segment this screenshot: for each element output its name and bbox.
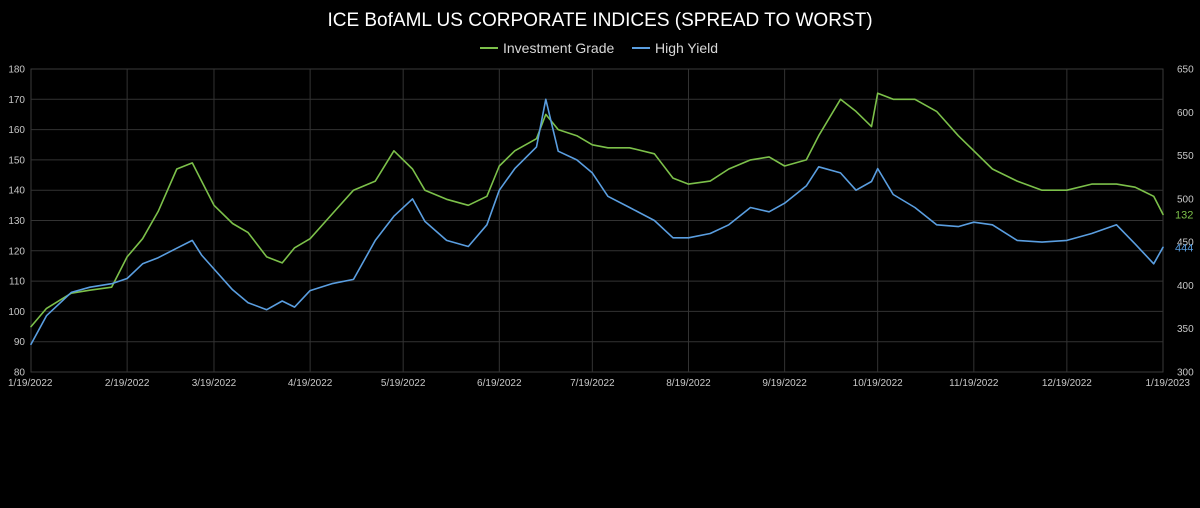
y-right-tick-label: 550 xyxy=(1177,151,1194,162)
series-line-investment-grade xyxy=(30,92,1164,328)
x-tick-label: 7/19/2022 xyxy=(570,378,615,389)
y-left-tick-label: 110 xyxy=(9,277,25,288)
y-left-tick-label: 90 xyxy=(14,337,26,348)
x-tick-label: 4/19/2022 xyxy=(288,378,333,389)
y-right-tick-label: 450 xyxy=(1177,238,1194,249)
y-right-tick-label: 650 xyxy=(1177,65,1194,76)
y-right-tick-label: 400 xyxy=(1177,281,1194,292)
y-left-tick-label: 150 xyxy=(8,155,25,166)
legend: Investment Grade High Yield xyxy=(480,40,718,56)
y-left-tick-label: 170 xyxy=(8,95,25,106)
x-tick-label: 2/19/2022 xyxy=(105,378,150,389)
x-tick-label: 6/19/2022 xyxy=(477,378,522,389)
y-left-tick-label: 140 xyxy=(8,186,25,197)
y-right-tick-label: 600 xyxy=(1177,108,1194,119)
x-tick-label: 1/19/2022 xyxy=(8,378,53,389)
x-tick-label: 8/19/2022 xyxy=(666,378,711,389)
x-tick-label: 10/19/2022 xyxy=(853,378,903,389)
end-label-investment-grade: 132 xyxy=(1175,209,1193,221)
y-left-tick-label: 130 xyxy=(8,216,25,227)
x-axis: 1/19/2022 2/19/2022 3/19/2022 4/19/2022 5/19… xyxy=(8,378,1190,389)
y-left-tick-label: 160 xyxy=(8,125,25,136)
grid xyxy=(30,68,1164,373)
y-right-tick-label: 350 xyxy=(1177,324,1194,335)
y-axis-left: 80 90 100 110 120 130 140 150 160 170 180 xyxy=(8,65,25,379)
chart-title: ICE BofAML US CORPORATE INDICES (SPREAD … xyxy=(327,10,872,31)
x-tick-label: 3/19/2022 xyxy=(192,378,237,389)
y-left-tick-label: 100 xyxy=(8,307,25,318)
y-left-tick-label: 180 xyxy=(8,65,25,76)
legend-label-high-yield: High Yield xyxy=(655,40,718,56)
x-tick-label: 12/19/2022 xyxy=(1042,378,1092,389)
legend-label-investment-grade: Investment Grade xyxy=(503,40,614,56)
y-right-tick-label: 300 xyxy=(1177,368,1194,379)
end-label-high-yield: 444 xyxy=(1175,242,1193,254)
x-tick-label: 1/19/2023 xyxy=(1146,378,1191,389)
y-left-tick-label: 80 xyxy=(14,368,26,379)
y-left-tick-label: 120 xyxy=(8,246,25,257)
x-tick-label: 5/19/2022 xyxy=(381,378,426,389)
end-labels: 132 444 xyxy=(1175,209,1193,254)
y-axis-right: 300 350 400 450 500 550 600 650 xyxy=(1177,65,1194,379)
series-line-high-yield xyxy=(30,98,1164,346)
x-tick-label: 11/19/2022 xyxy=(949,378,999,389)
series-layer xyxy=(30,92,1164,346)
x-tick-label: 9/19/2022 xyxy=(762,378,807,389)
y-right-tick-label: 500 xyxy=(1177,194,1194,205)
